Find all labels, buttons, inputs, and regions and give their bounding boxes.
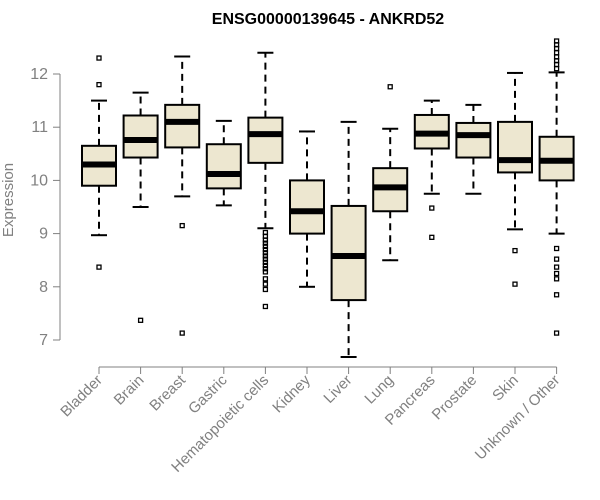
outlier-point — [262, 286, 269, 293]
box-group-breast — [164, 55, 201, 336]
box-group-bladder — [81, 55, 117, 270]
box — [455, 121, 492, 159]
x-tick-label: Skin — [489, 372, 522, 405]
outlier-point — [387, 84, 393, 90]
outlier-point — [96, 81, 102, 88]
y-axis-label: Expression — [0, 163, 17, 237]
outlier-point — [262, 253, 269, 259]
box-group-lung — [372, 84, 409, 262]
outlier-point — [553, 245, 560, 252]
outlier-point — [512, 247, 518, 254]
x-tick-label: Liver — [320, 372, 355, 407]
outlier-point — [429, 234, 435, 240]
box — [164, 103, 201, 149]
outlier-point — [262, 259, 269, 265]
y-axis: 7 8 9 10 11 12 — [30, 66, 61, 349]
y-tick-label: 11 — [31, 119, 48, 136]
box-group-prostate — [455, 103, 492, 195]
outlier-point — [553, 264, 560, 270]
box — [247, 116, 284, 164]
outlier-point — [262, 240, 269, 246]
box-group-pancreas — [413, 99, 450, 240]
chart-title: ENSG00000139645 - ANKRD52 — [212, 11, 445, 28]
box — [205, 143, 242, 190]
outlier-point — [553, 66, 560, 72]
box-group-kidney — [289, 130, 325, 288]
box — [497, 120, 533, 174]
outlier-point — [179, 330, 185, 336]
box — [122, 114, 159, 159]
outlier-point — [96, 55, 102, 61]
box-group-gastric — [205, 119, 242, 207]
box — [289, 179, 325, 235]
x-tick-label: Breast — [146, 371, 189, 414]
outlier-point — [262, 262, 269, 269]
outlier-point — [553, 45, 560, 52]
x-tick-label: Bladder — [57, 372, 106, 421]
outlier-point — [553, 256, 560, 262]
outlier-point — [262, 269, 269, 275]
outlier-point — [553, 330, 560, 336]
x-tick-label: Lung — [361, 372, 397, 408]
x-tick-label: Brain — [111, 372, 148, 409]
x-tick-label: Kidney — [269, 371, 314, 416]
box-group-brain — [122, 91, 159, 323]
outlier-point — [553, 50, 560, 56]
box-group-hematopoietic-cells — [247, 51, 284, 310]
x-tick-label: Prostate — [429, 372, 481, 424]
y-tick-label: 12 — [30, 66, 48, 83]
outlier-point — [553, 61, 560, 68]
outlier-point — [429, 205, 435, 211]
outlier-point — [96, 264, 102, 270]
y-tick-label: 10 — [30, 172, 48, 189]
y-tick-label: 9 — [39, 226, 48, 243]
outlier-point — [262, 246, 269, 253]
outlier-point — [262, 281, 269, 287]
outlier-point — [262, 256, 269, 262]
outlier-point — [262, 276, 269, 282]
outlier-point — [262, 237, 269, 243]
outlier-point — [512, 281, 518, 287]
outlier-point — [553, 292, 560, 298]
outlier-point — [553, 276, 560, 282]
outlier-point — [262, 303, 269, 310]
box-group-skin — [497, 71, 533, 287]
y-tick-label: 8 — [39, 279, 48, 296]
y-tick-label: 7 — [39, 332, 48, 349]
outlier-point — [262, 250, 269, 256]
outlier-point — [137, 317, 144, 323]
outlier-point — [262, 243, 269, 250]
box-group-unknown-other — [538, 38, 575, 336]
outlier-point — [179, 222, 185, 229]
box-group-liver — [330, 120, 367, 359]
outlier-point — [553, 270, 560, 277]
outlier-point — [262, 266, 269, 272]
boxes-group — [81, 38, 575, 359]
